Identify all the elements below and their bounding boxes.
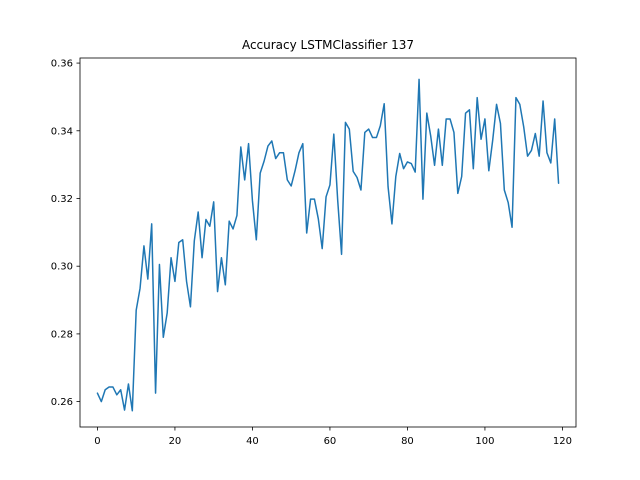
y-tick-label: 0.32 (51, 194, 73, 205)
x-tick-label: 40 (246, 436, 259, 447)
x-tick-label: 120 (553, 436, 572, 447)
accuracy-series-line (96, 78, 560, 412)
x-tick-label: 20 (169, 436, 182, 447)
y-tick-label: 0.34 (51, 126, 73, 137)
y-tick-label: 0.36 (51, 59, 73, 70)
y-axis: 0.26 0.28 0.30 0.32 0.34 0.36 (51, 59, 80, 408)
y-tick-label: 0.26 (51, 397, 73, 408)
y-tick-label: 0.28 (51, 329, 73, 340)
x-tick-label: 60 (324, 436, 337, 447)
x-axis: 0 20 40 60 80 100 120 (94, 427, 572, 447)
x-tick-label: 0 (94, 436, 100, 447)
series-layer (96, 78, 560, 412)
plot-area-frame (79, 57, 577, 428)
x-tick-label: 80 (401, 436, 414, 447)
y-tick-label: 0.30 (51, 262, 73, 273)
chart-title: Accuracy LSTMClassifier 137 (242, 38, 414, 52)
x-tick-label: 100 (475, 436, 494, 447)
